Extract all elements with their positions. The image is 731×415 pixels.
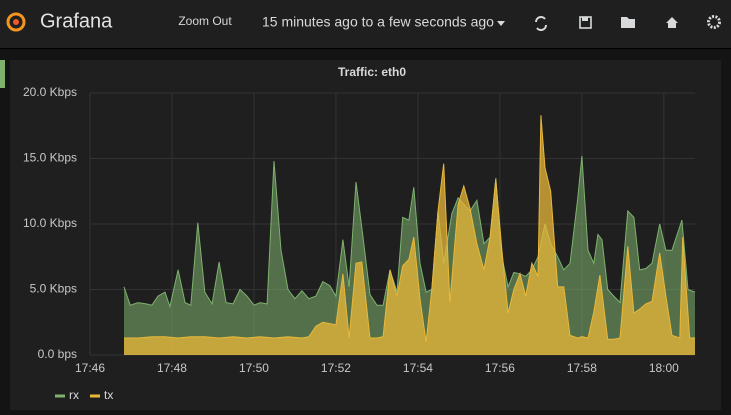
gear-icon bbox=[707, 15, 721, 29]
top-bar bbox=[0, 0, 731, 48]
y-tick-label: 15.0 Kbps bbox=[23, 151, 77, 165]
x-tick-label: 17:52 bbox=[321, 361, 351, 375]
x-tick-label: 17:46 bbox=[75, 361, 105, 375]
zoom-out-button[interactable]: Zoom Out bbox=[178, 14, 232, 28]
panel-title[interactable]: Traffic: eth0 bbox=[338, 65, 406, 79]
logo-ring bbox=[6, 12, 26, 32]
plot: 0.0 bps 5.0 Kbps 10.0 Kbps 15.0 Kbps 20.0 Kb… bbox=[23, 85, 696, 402]
series-line bbox=[124, 115, 695, 342]
home-button[interactable] bbox=[666, 17, 678, 28]
save-icon-label bbox=[582, 17, 588, 21]
x-tick-label: 17:48 bbox=[157, 361, 187, 375]
y-tick-label: 5.0 Kbps bbox=[30, 282, 77, 296]
y-tick-label: 0.0 bps bbox=[38, 347, 77, 361]
y-tick-label: 10.0 Kbps bbox=[23, 216, 77, 230]
save-button[interactable] bbox=[579, 16, 592, 29]
gear-hole bbox=[712, 20, 716, 24]
panel bbox=[10, 60, 721, 410]
x-tick-label: 17:50 bbox=[239, 361, 269, 375]
legend-label[interactable]: rx bbox=[69, 388, 79, 402]
refresh-button[interactable] bbox=[535, 16, 547, 31]
brand[interactable]: Grafana bbox=[40, 10, 113, 32]
open-button[interactable] bbox=[621, 17, 635, 28]
x-tick-label: 18:00 bbox=[649, 361, 679, 375]
x-tick-label: 17:56 bbox=[485, 361, 515, 375]
refresh-arc bbox=[536, 24, 547, 31]
time-range-caret[interactable] bbox=[497, 21, 505, 26]
settings-button[interactable] bbox=[707, 15, 721, 29]
row-indicator[interactable] bbox=[0, 60, 5, 88]
time-range-picker[interactable]: 15 minutes ago to a few seconds ago bbox=[262, 14, 494, 30]
logo-core bbox=[13, 19, 19, 25]
x-tick-label: 17:58 bbox=[567, 361, 597, 375]
refresh-arc bbox=[535, 16, 546, 23]
logo[interactable] bbox=[6, 12, 26, 32]
y-tick-label: 20.0 Kbps bbox=[23, 85, 77, 99]
x-tick-label: 17:54 bbox=[403, 361, 433, 375]
series-area bbox=[124, 115, 695, 355]
legend-label[interactable]: tx bbox=[104, 388, 113, 402]
series-line bbox=[123, 155, 696, 309]
